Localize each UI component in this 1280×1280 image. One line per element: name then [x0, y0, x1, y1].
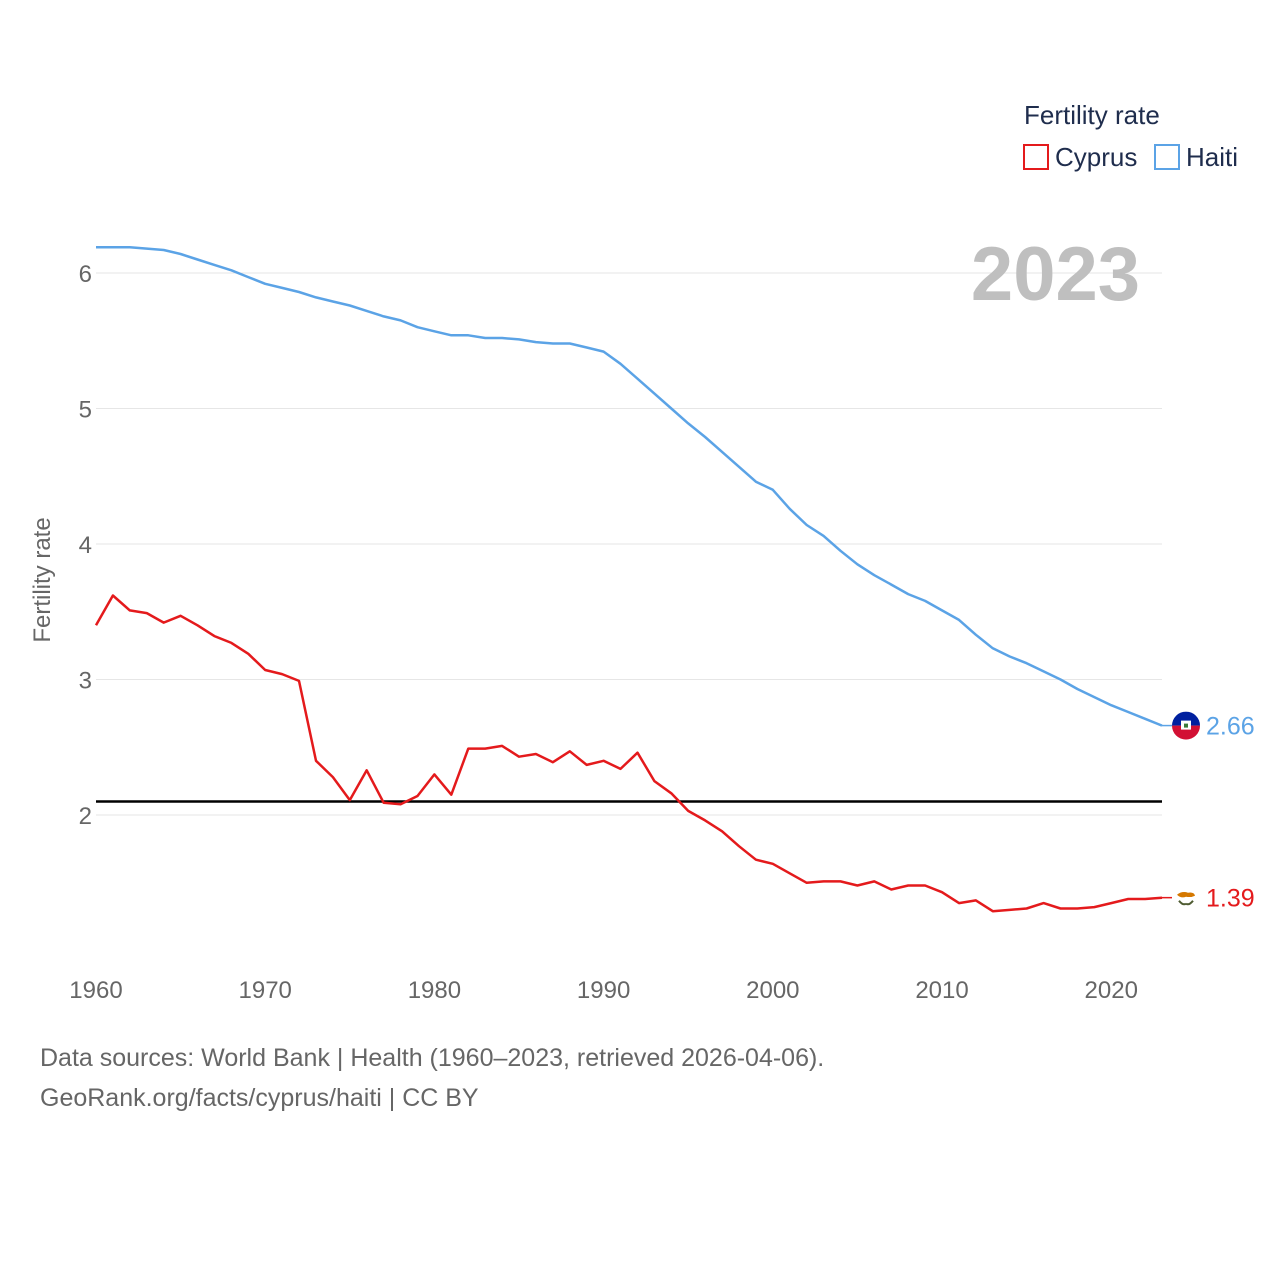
x-tick-label: 1970 [239, 977, 292, 1004]
series-line-cyprus[interactable] [94, 594, 1163, 913]
cyprus-flag-icon [1172, 883, 1200, 912]
legend-item-cyprus[interactable]: Cyprus [1023, 142, 1137, 172]
footer-attribution[interactable]: GeoRank.org/facts/cyprus/haiti | CC BY [40, 1084, 479, 1112]
x-axis-ticks: 1960 1970 1980 1990 2000 2010 2020 [69, 977, 1138, 1004]
y-tick-label: 5 [79, 397, 92, 424]
legend-label-cyprus: Cyprus [1055, 142, 1137, 172]
legend-label-haiti: Haiti [1186, 142, 1238, 172]
year-label: 2023 [971, 232, 1140, 317]
x-tick-label: 2020 [1085, 977, 1138, 1004]
x-tick-label: 2010 [915, 977, 968, 1004]
x-tick-label: 2000 [746, 977, 799, 1004]
legend: Fertility rate Cyprus Haiti [1023, 100, 1238, 172]
y-tick-label: 4 [79, 532, 92, 559]
cyprus-end-label: 1.39 [1206, 885, 1255, 913]
legend-item-haiti[interactable]: Haiti [1154, 142, 1238, 172]
x-tick-label: 1990 [577, 977, 630, 1004]
y-axis-ticks: 2 3 4 5 6 [79, 261, 92, 830]
x-tick-label: 1980 [408, 977, 461, 1004]
series-line-haiti[interactable] [96, 246, 1163, 727]
haiti-end-label: 2.66 [1206, 713, 1255, 741]
legend-swatch-haiti [1154, 144, 1180, 170]
y-tick-label: 6 [79, 261, 92, 288]
legend-swatch-cyprus [1023, 144, 1049, 170]
y-tick-label: 3 [79, 668, 92, 695]
grid-lines [96, 272, 1162, 816]
y-tick-label: 2 [79, 803, 92, 830]
haiti-flag-icon [1172, 711, 1200, 740]
series-group [94, 246, 1172, 913]
legend-title: Fertility rate [1024, 100, 1160, 130]
footer-sources: Data sources: World Bank | Health (1960–… [40, 1044, 825, 1072]
y-axis-title: Fertility rate [29, 517, 56, 642]
x-tick-label: 1960 [69, 977, 122, 1004]
